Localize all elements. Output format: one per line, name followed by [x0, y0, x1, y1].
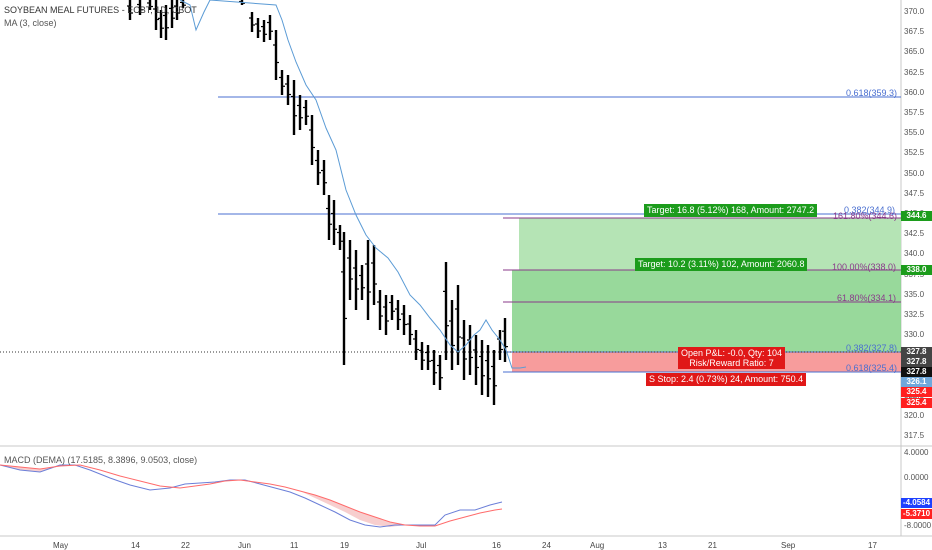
macd-value-tag: -4.0584	[901, 498, 932, 508]
price-tag: 327.8	[901, 357, 932, 367]
macd-line[interactable]	[0, 464, 503, 528]
risk-reward-text: Risk/Reward Ratio: 7	[689, 358, 774, 368]
price-tag: 325.4	[901, 387, 932, 397]
time-tick-label: May	[53, 541, 69, 550]
fib-label-359: 0.618(359.3)	[846, 88, 898, 98]
price-tick-label: 330.0	[904, 330, 925, 340]
stop-marker: S	[649, 374, 656, 384]
time-tick-label: 11	[290, 541, 299, 550]
fib-label-325-4: 0.618(325.4)	[846, 363, 898, 373]
fib-label-334: 61.80%(334.1)	[837, 293, 897, 303]
price-tick-label: 360.0	[904, 87, 925, 97]
price-tick-label: 357.5	[904, 108, 925, 117]
price-tick-label: 335.0	[904, 289, 925, 299]
profit-zone-near[interactable]	[512, 270, 901, 352]
price-tag: 344.6	[901, 211, 932, 221]
time-tick-label: Jun	[238, 541, 251, 550]
time-tick-label: 16	[492, 541, 501, 550]
indicator-label[interactable]: MA (3, close)	[4, 18, 57, 28]
fib-label-344-6: 161.80%(344.6)	[833, 211, 898, 221]
time-tick-label: Jul	[416, 541, 427, 550]
price-tick-label: 347.5	[904, 188, 925, 198]
price-tag: 338.0	[901, 265, 932, 275]
chart-title[interactable]: SOYBEAN MEAL FUTURES - ECBT, 1D, CBOT	[4, 5, 197, 15]
price-tick-label: 367.5	[904, 27, 925, 37]
price-tag: 327.8	[901, 347, 932, 357]
time-tick-label: Sep	[781, 541, 796, 550]
price-tag: 325.4	[901, 398, 932, 408]
time-tick-label: 19	[340, 541, 349, 550]
fib-label-344-9: 0.382(344.9)	[844, 205, 896, 215]
macd-tick-label: 4.0000	[904, 448, 929, 457]
stop-tag[interactable]: S Stop: 2.4 (0.73%) 24, Amount: 750.4	[646, 373, 807, 386]
price-tick-label: 317.5	[904, 431, 925, 441]
target-near-tag[interactable]: Target: 10.2 (3.11%) 102, Amount: 2060.8	[635, 258, 808, 271]
macd-tick-label: -8.0000	[904, 521, 932, 530]
price-tick-label: 352.5	[904, 148, 925, 158]
price-tag: 327.8	[901, 367, 932, 377]
ohlc-bars[interactable]	[127, 0, 508, 405]
price-tick-label: 362.5	[904, 67, 925, 77]
macd-value-tag: -5.3710	[901, 509, 932, 519]
price-tick-label: 320.0	[904, 411, 925, 420]
time-tick-label: Aug	[590, 541, 605, 550]
price-tick-label: 350.0	[904, 168, 925, 178]
moving-average-line[interactable]	[179, 0, 527, 369]
price-tick-label: 370.0	[904, 7, 925, 16]
fib-label-327-8: 0.382(327.8)	[846, 343, 898, 353]
macd-tick-label: 0.0000	[904, 473, 929, 482]
stop-text: Stop: 2.4 (0.73%) 24, Amount: 750.4	[657, 374, 804, 384]
time-tick-label: 17	[868, 541, 877, 550]
macd-histogram-fill	[0, 465, 435, 527]
price-tick-label: 355.0	[904, 128, 925, 138]
price-tag: 326.1	[901, 377, 932, 387]
time-tick-label: 24	[542, 541, 551, 550]
target-far-tag[interactable]: Target: 16.8 (5.12%) 168, Amount: 2747.2	[644, 204, 818, 217]
price-tick-label: 365.0	[904, 47, 925, 57]
macd-label[interactable]: MACD (DEMA) (17.5185, 8.3896, 9.0503, cl…	[4, 455, 198, 465]
fib-label-338: 100.00%(338.0)	[832, 262, 897, 272]
price-tick-label: 342.5	[904, 229, 925, 239]
open-pnl-text: Open P&L: -0.0, Qty: 104	[681, 348, 783, 358]
time-tick-label: 21	[708, 541, 717, 550]
signal-line[interactable]	[0, 464, 503, 527]
time-tick-label: 14	[131, 541, 140, 550]
open-pnl-tag[interactable]: Open P&L: -0.0, Qty: 104 Risk/Reward Rat…	[678, 347, 786, 369]
price-tick-label: 340.0	[904, 249, 925, 259]
time-tick-label: 13	[658, 541, 667, 550]
time-tick-label: 22	[181, 541, 190, 550]
price-tick-label: 332.5	[904, 310, 925, 319]
